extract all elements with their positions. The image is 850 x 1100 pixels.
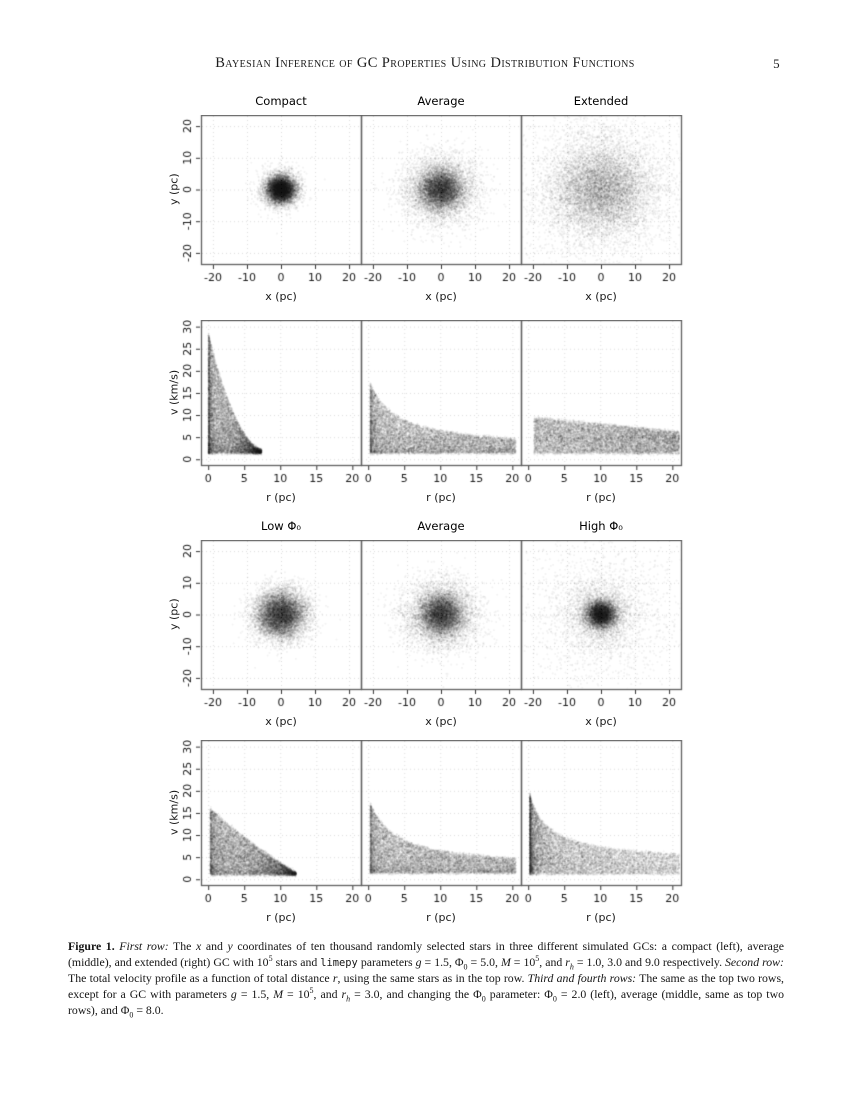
caption-segment: = 1.0, 3.0 and 9.0 respectively.	[573, 955, 726, 970]
x-axis-label: r (pc)	[266, 491, 296, 504]
caption-segment: 0	[463, 962, 468, 972]
x-axis-label: x (pc)	[265, 290, 297, 303]
caption-segment: = 5.0,	[467, 955, 501, 970]
figure-row-2: v (km/s) r (pc) r (pc) r (pc)	[160, 320, 705, 510]
x-axis-labels: r (pc) r (pc) r (pc)	[201, 491, 681, 504]
caption-segment: h	[569, 962, 574, 972]
caption-segment: 5	[268, 954, 273, 964]
panel-titles: Compact Average Extended	[201, 94, 681, 108]
panel-title: Low Φ₀	[261, 519, 301, 533]
figure-row-1: Compact Average Extended y (pc) x (pc) x…	[160, 94, 705, 310]
x-axis-label: x (pc)	[425, 290, 457, 303]
caption-segment: x	[195, 939, 202, 953]
caption-segment: 5	[309, 986, 314, 996]
figure-row-4: v (km/s) r (pc) r (pc) r (pc)	[160, 740, 705, 930]
caption-segment: 0	[552, 994, 557, 1004]
caption-segment: coordinates of ten thousand randomly sel…	[68, 939, 784, 970]
x-axis-label: x (pc)	[265, 715, 297, 728]
x-axis-label: r (pc)	[426, 491, 456, 504]
x-axis-label: r (pc)	[586, 911, 616, 924]
caption-segment: , using the same stars as in the top row…	[337, 971, 528, 986]
caption-segment: 0	[129, 1010, 134, 1020]
caption-segment: , and	[313, 987, 342, 1002]
x-axis-labels: x (pc) x (pc) x (pc)	[201, 290, 681, 303]
caption-segment: M	[500, 955, 511, 970]
panel-title: Average	[417, 94, 465, 108]
caption-segment: Figure 1.	[68, 939, 115, 953]
caption-segment: stars and	[272, 955, 321, 970]
caption-segment: = 10	[283, 987, 310, 1002]
caption-segment: r	[565, 955, 570, 970]
caption-segment: = 1.5, Φ	[421, 955, 464, 970]
caption-segment: M	[273, 987, 284, 1002]
caption-segment: 0	[481, 994, 486, 1004]
panel-title: Compact	[255, 94, 307, 108]
panel-titles: Low Φ₀ Average High Φ₀	[201, 519, 681, 533]
scatter-canvas-row-2	[160, 320, 694, 489]
panel-title: High Φ₀	[579, 519, 623, 533]
caption-segment: 5	[535, 954, 540, 964]
caption-segment: h	[346, 994, 351, 1004]
caption-segment: r	[332, 971, 338, 986]
caption-segment: , and	[539, 955, 566, 970]
caption-segment: First row:	[119, 939, 169, 953]
panel-title: Average	[417, 519, 465, 533]
caption-segment: parameters	[357, 955, 416, 970]
caption-segment: limepy	[320, 957, 358, 970]
figure-row-3: Low Φ₀ Average High Φ₀ y (pc) x (pc) x (…	[160, 519, 705, 735]
x-axis-label: x (pc)	[425, 715, 457, 728]
caption-segment: = 2.0 (left), average (middle, same as t…	[68, 987, 785, 1018]
x-axis-label: r (pc)	[266, 911, 296, 924]
page-header: Bayesian Inference of GC Properties Usin…	[0, 55, 850, 72]
x-axis-label: r (pc)	[426, 911, 456, 924]
caption-segment: The	[168, 939, 196, 953]
running-title: Bayesian Inference of GC Properties Usin…	[215, 55, 635, 71]
x-axis-labels: x (pc) x (pc) x (pc)	[201, 715, 681, 728]
x-axis-label: x (pc)	[585, 290, 617, 303]
caption-segment: y	[227, 939, 233, 953]
caption-segment: The same as the top two rows, except for…	[68, 971, 784, 1002]
caption-segment: = 10	[510, 955, 536, 970]
x-axis-label: x (pc)	[585, 715, 617, 728]
page-number: 5	[773, 56, 780, 71]
scatter-canvas-row-3	[160, 540, 694, 713]
caption-segment: = 3.0, and changing the Φ	[350, 987, 482, 1002]
panel-title: Extended	[573, 94, 629, 108]
caption-segment: Third and fourth rows:	[527, 971, 637, 986]
caption-segment: g	[230, 987, 237, 1002]
figure-caption: Figure 1. First row: The x and y coordin…	[68, 938, 785, 1020]
caption-segment: g	[415, 955, 422, 970]
caption-segment: The total velocity profile as a function…	[68, 971, 333, 986]
caption-segment: parameter: Φ	[485, 987, 553, 1002]
scatter-canvas-row-1	[160, 115, 694, 288]
x-axis-labels: r (pc) r (pc) r (pc)	[201, 911, 681, 924]
caption-segment: and	[201, 939, 228, 953]
scatter-canvas-row-4	[160, 740, 694, 909]
caption-segment: r	[341, 987, 347, 1002]
caption-segment: = 8.0.	[133, 1003, 164, 1018]
x-axis-label: r (pc)	[586, 491, 616, 504]
caption-segment: = 1.5,	[236, 987, 274, 1002]
caption-segment: Second row:	[725, 955, 784, 970]
